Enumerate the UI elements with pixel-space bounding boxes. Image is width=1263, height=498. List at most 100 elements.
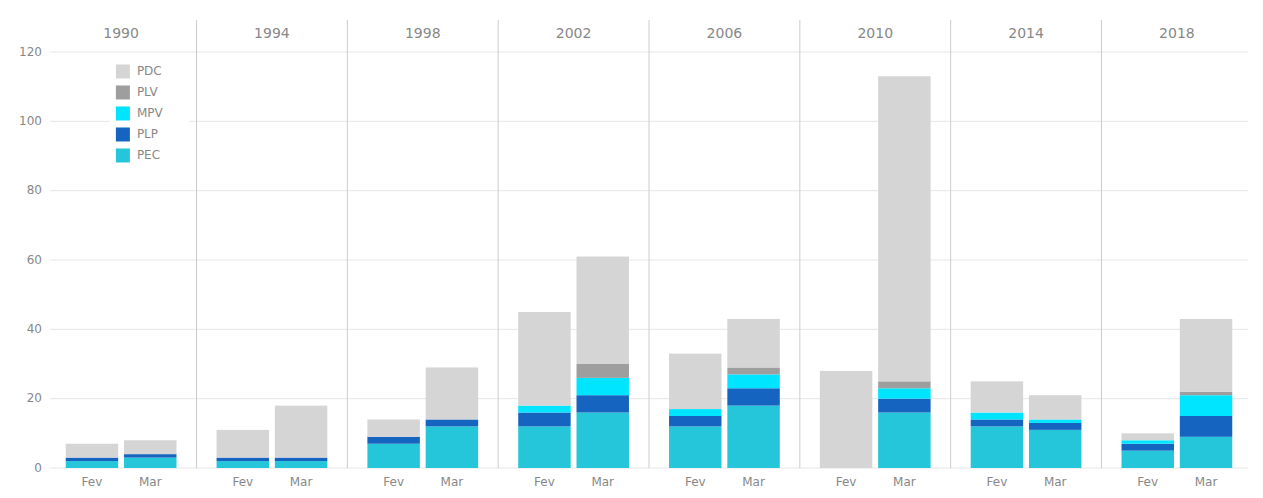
group-separator xyxy=(950,20,951,468)
bar-segment xyxy=(1029,419,1081,422)
group-separator xyxy=(1101,20,1102,468)
group-separator xyxy=(498,20,499,468)
bar-segment xyxy=(124,440,176,454)
bar-segment xyxy=(1122,451,1174,468)
bar-segment xyxy=(426,367,478,419)
bar-segment xyxy=(577,413,629,468)
y-tick-label: 80 xyxy=(27,183,42,197)
x-tick-label: Mar xyxy=(893,475,916,489)
bar-segment xyxy=(727,367,779,374)
bar-segment xyxy=(518,413,570,427)
x-tick-label: Mar xyxy=(441,475,464,489)
legend-label: PLP xyxy=(137,127,158,141)
bar-segment xyxy=(669,416,721,426)
bar-segment xyxy=(1180,395,1232,416)
legend-swatch xyxy=(116,106,130,120)
bar-segment xyxy=(275,461,327,468)
legend-swatch xyxy=(116,148,130,162)
group-label: 1994 xyxy=(254,25,290,41)
bar-segment xyxy=(971,381,1023,412)
group-separator xyxy=(649,20,650,468)
y-tick-label: 0 xyxy=(34,461,42,475)
bar-segment xyxy=(518,312,570,406)
x-tick-label: Fev xyxy=(82,475,103,489)
legend-swatch xyxy=(116,127,130,141)
bar-segment xyxy=(971,419,1023,426)
x-tick-label: Fev xyxy=(836,475,857,489)
bar-segment xyxy=(971,413,1023,420)
group-label: 2010 xyxy=(857,25,893,41)
legend-swatch xyxy=(116,64,130,78)
bar-segment xyxy=(878,381,930,388)
bar-segment xyxy=(727,319,779,368)
bar-segment xyxy=(217,430,269,458)
y-tick-label: 120 xyxy=(19,45,42,59)
x-tick-label: Mar xyxy=(290,475,313,489)
y-tick-label: 60 xyxy=(27,253,42,267)
bar-segment xyxy=(577,378,629,395)
bar-segment xyxy=(878,413,930,468)
x-tick-label: Mar xyxy=(1044,475,1067,489)
group-label: 2018 xyxy=(1159,25,1195,41)
x-tick-label: Fev xyxy=(987,475,1008,489)
bar-segment xyxy=(727,388,779,405)
legend-label: MPV xyxy=(137,106,164,120)
bar-segment xyxy=(1029,430,1081,468)
bar-segment xyxy=(727,374,779,388)
bar-segment xyxy=(1122,433,1174,440)
bar-segment xyxy=(66,458,118,461)
x-tick-label: Mar xyxy=(591,475,614,489)
legend-label: PLV xyxy=(137,85,159,99)
bar-segment xyxy=(518,426,570,468)
x-tick-label: Fev xyxy=(1137,475,1158,489)
bar-segment xyxy=(669,426,721,468)
bar-segment xyxy=(577,395,629,412)
group-label: 2002 xyxy=(556,25,592,41)
group-label: 2006 xyxy=(707,25,743,41)
background xyxy=(0,0,1263,498)
bar-segment xyxy=(275,458,327,461)
chart: 020406080100120FevMarFevMarFevMarFevMarF… xyxy=(0,0,1263,498)
bar-segment xyxy=(1029,423,1081,430)
bar-segment xyxy=(1122,440,1174,443)
bar-segment xyxy=(669,409,721,416)
bar-segment xyxy=(217,461,269,468)
bar-segment xyxy=(275,406,327,458)
group-separator xyxy=(196,20,197,468)
bar-segment xyxy=(367,444,419,468)
x-tick-label: Mar xyxy=(139,475,162,489)
group-label: 1998 xyxy=(405,25,441,41)
bar-segment xyxy=(124,458,176,468)
bar-segment xyxy=(669,354,721,409)
bars xyxy=(66,76,1233,468)
group-label: 1990 xyxy=(103,25,139,41)
bar-segment xyxy=(66,444,118,458)
bar-segment xyxy=(878,76,930,381)
x-tick-label: Fev xyxy=(534,475,555,489)
group-label: 2014 xyxy=(1008,25,1044,41)
bar-segment xyxy=(878,399,930,413)
legend-swatch xyxy=(116,85,130,99)
bar-segment xyxy=(820,371,872,468)
bar-segment xyxy=(124,454,176,457)
group-separator xyxy=(799,20,800,468)
bar-segment xyxy=(1180,319,1232,392)
bar-segment xyxy=(66,461,118,468)
bar-segment xyxy=(1180,392,1232,395)
bar-segment xyxy=(971,426,1023,468)
legend-label: PDC xyxy=(137,64,162,78)
bar-segment xyxy=(426,426,478,468)
bar-segment xyxy=(1029,395,1081,419)
group-separator xyxy=(347,20,348,468)
x-tick-label: Mar xyxy=(1195,475,1218,489)
bar-segment xyxy=(577,257,629,364)
bar-segment xyxy=(1180,437,1232,468)
legend: PDC PLV MPV PLP PEC xyxy=(110,60,190,171)
y-tick-label: 40 xyxy=(27,322,42,336)
legend-label: PEC xyxy=(137,148,160,162)
x-tick-label: Fev xyxy=(232,475,253,489)
bar-segment xyxy=(217,458,269,461)
bar-segment xyxy=(1122,444,1174,451)
bar-segment xyxy=(577,364,629,378)
bar-segment xyxy=(367,437,419,444)
